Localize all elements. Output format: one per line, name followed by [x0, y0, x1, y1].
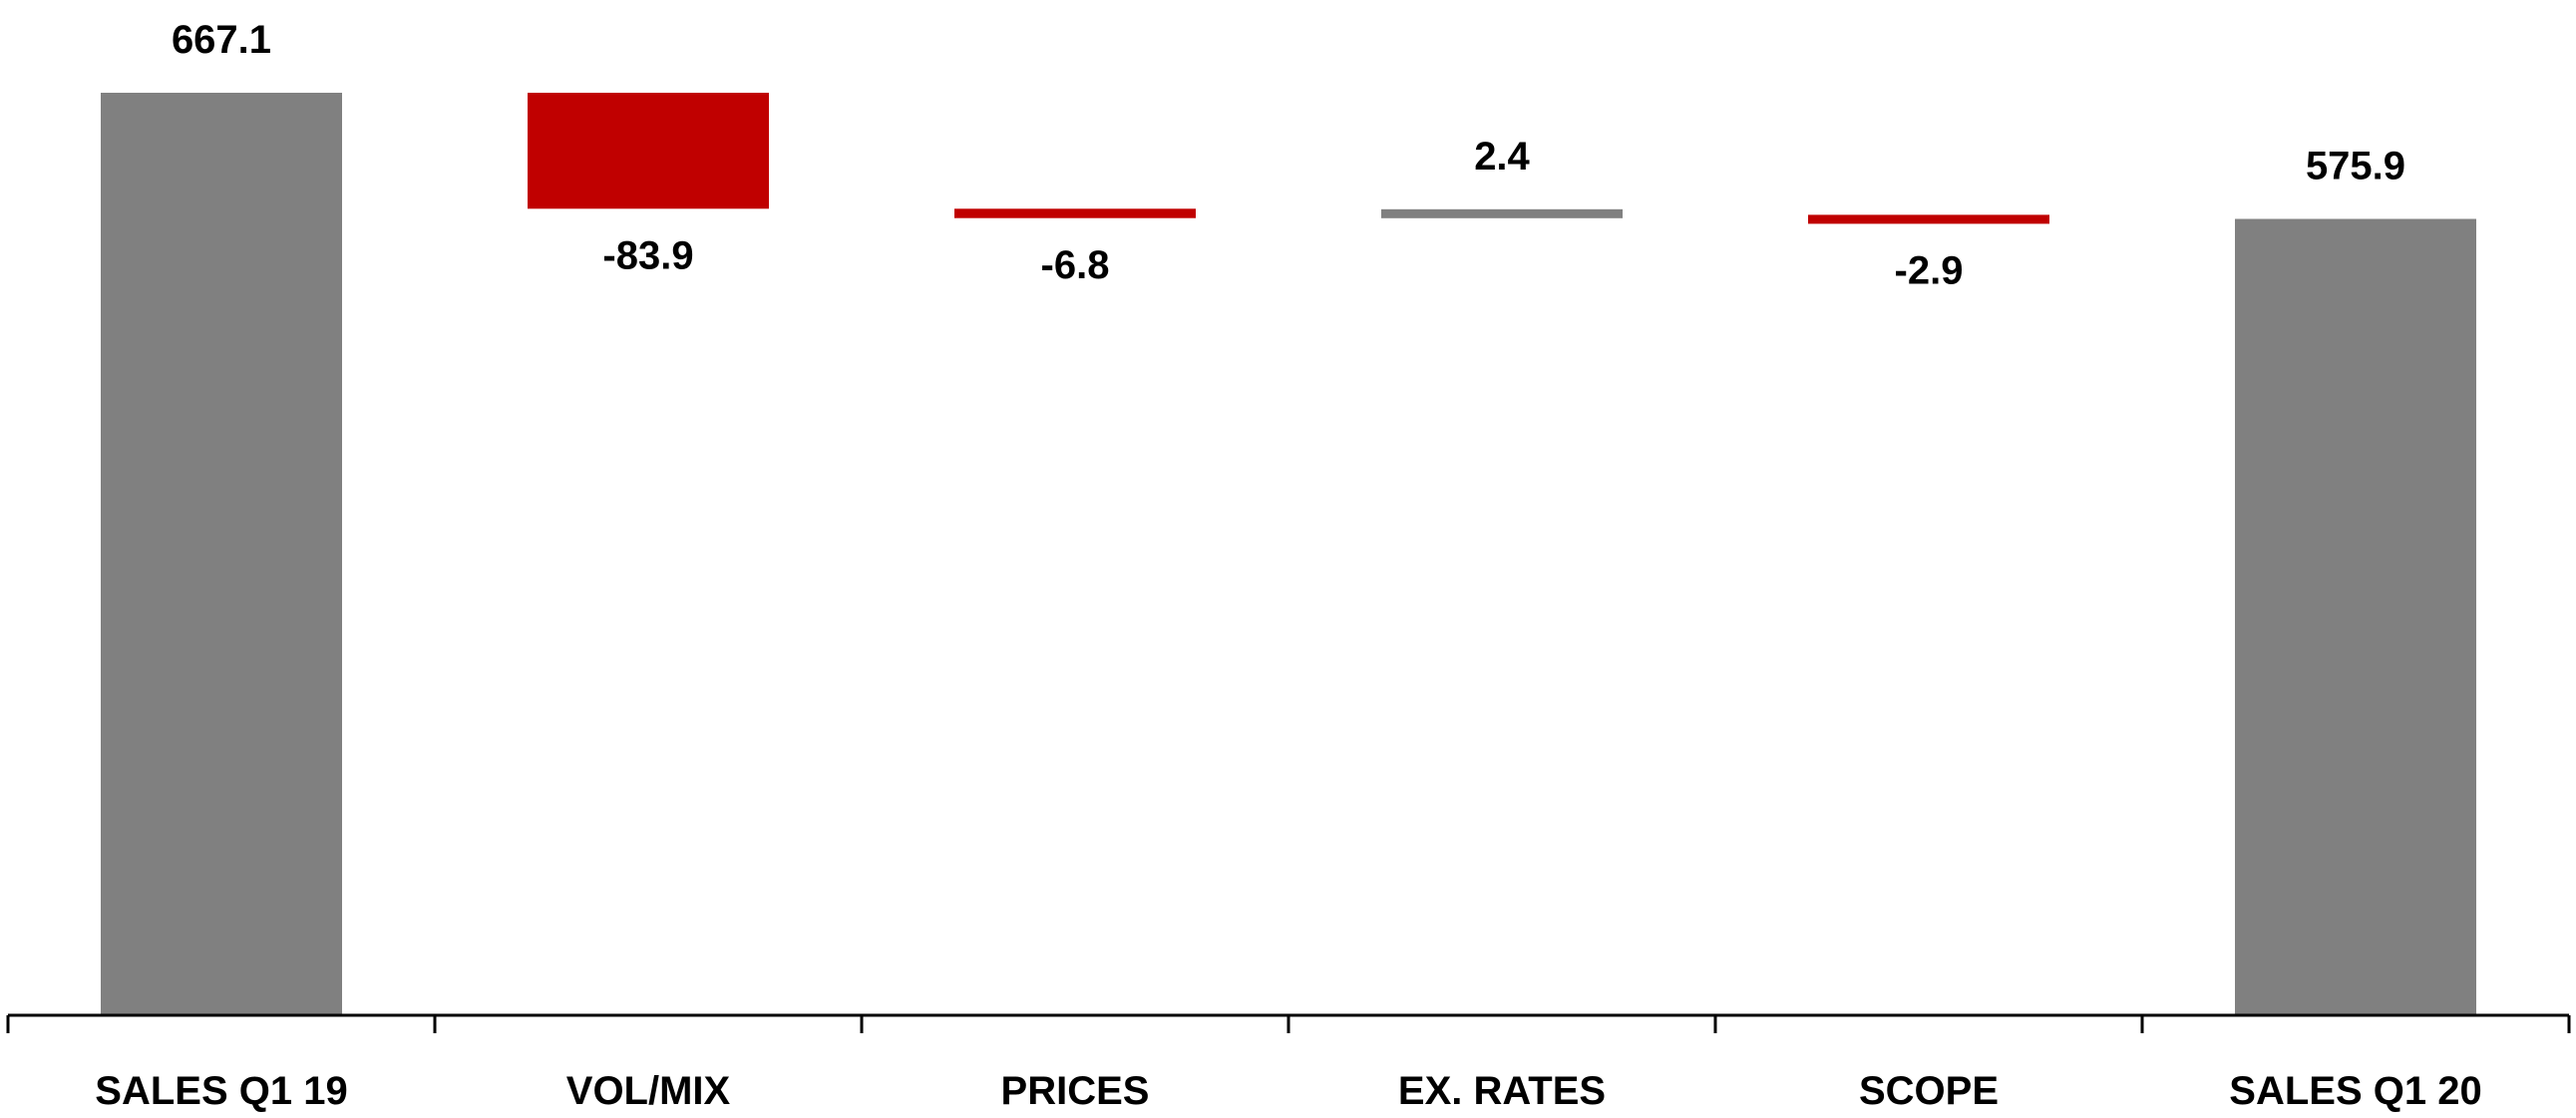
category-label: EX. RATES — [1398, 1069, 1606, 1113]
bar-sales-q1-20 — [2235, 218, 2476, 1015]
category-label: VOL/MIX — [566, 1069, 731, 1113]
value-label: 2.4 — [1474, 135, 1530, 179]
bar-scope — [1808, 214, 2049, 224]
bar-ex-rates — [1381, 208, 1623, 218]
value-label: 667.1 — [172, 18, 271, 62]
bar-prices — [954, 208, 1196, 218]
category-labels-group: SALES Q1 19 VOL/MIX PRICES EX. RATES SCOPE SA… — [95, 1069, 2481, 1113]
value-label: -83.9 — [602, 233, 693, 277]
value-labels-group: 667.1 -83.9 -6.8 2.4 -2.9 575.9 — [172, 18, 2405, 292]
value-label: -2.9 — [1895, 248, 1964, 292]
category-label: SCOPE — [1859, 1069, 1999, 1113]
x-axis — [6, 1013, 2571, 1033]
category-label: SALES Q1 19 — [95, 1069, 347, 1113]
bar-sales-q1-19 — [101, 93, 342, 1015]
bar-vol-mix — [528, 93, 769, 209]
category-label: SALES Q1 20 — [2229, 1069, 2481, 1113]
category-label: PRICES — [1001, 1069, 1150, 1113]
value-label: -6.8 — [1041, 243, 1110, 287]
bars-group — [101, 93, 2476, 1015]
value-label: 575.9 — [2306, 145, 2405, 188]
